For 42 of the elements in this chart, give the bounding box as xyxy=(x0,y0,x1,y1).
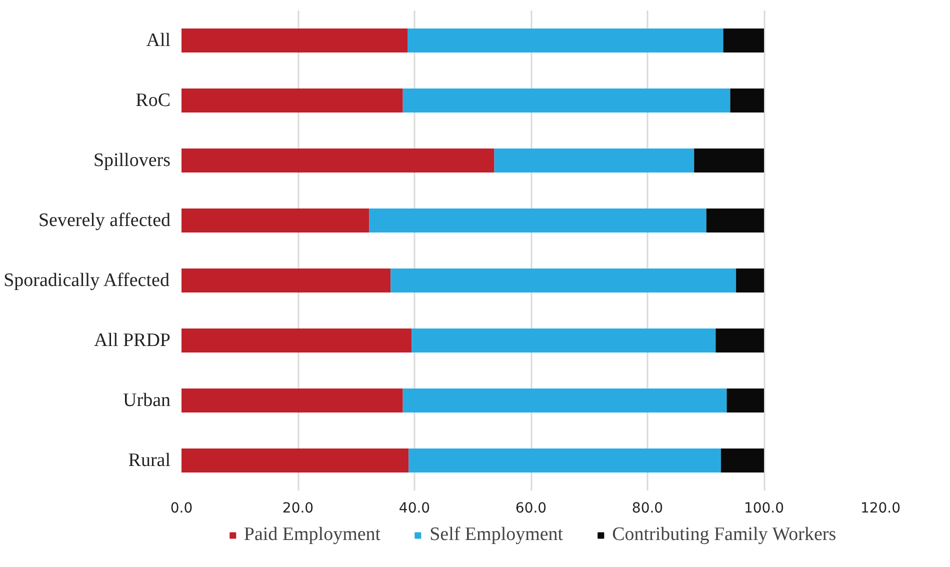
bar xyxy=(730,88,764,112)
x-tick-label: 20.0 xyxy=(282,500,314,516)
bar xyxy=(408,448,721,472)
bar xyxy=(182,268,391,292)
bar xyxy=(726,388,764,412)
bar xyxy=(182,88,403,112)
y-tick-label: Severely affected xyxy=(38,210,171,231)
y-tick-label: All xyxy=(146,30,170,51)
legend-label: Contributing Family Workers xyxy=(612,524,836,546)
bar xyxy=(720,448,764,472)
bar xyxy=(182,328,412,352)
legend-label: Self Employment xyxy=(430,524,564,546)
bar xyxy=(369,208,706,232)
bar xyxy=(182,208,370,232)
bar xyxy=(402,388,727,412)
y-tick-label: All PRDP xyxy=(94,330,171,351)
bar xyxy=(716,328,764,352)
bar xyxy=(706,208,764,232)
bar xyxy=(736,268,764,292)
x-tick-label: 0.0 xyxy=(170,500,193,516)
bar xyxy=(182,448,409,472)
bar xyxy=(494,148,694,172)
y-tick-label: Spillovers xyxy=(93,150,171,171)
y-tick-label: Urban xyxy=(123,390,171,411)
bar xyxy=(408,28,724,52)
bar xyxy=(390,268,736,292)
bar xyxy=(182,28,408,52)
bar xyxy=(723,28,764,52)
legend-label: Paid Employment xyxy=(244,524,381,546)
x-tick-label: 80.0 xyxy=(632,500,664,516)
x-tick-label: 120.0 xyxy=(860,500,901,516)
y-tick-label: Rural xyxy=(128,450,171,471)
bar xyxy=(182,148,494,172)
y-tick-label: RoC xyxy=(136,90,171,111)
y-tick-label: Sporadically Affected xyxy=(4,270,170,291)
bar xyxy=(182,388,403,412)
bar xyxy=(694,148,764,172)
x-tick-label: 40.0 xyxy=(398,500,430,516)
x-tick-label: 100.0 xyxy=(744,500,784,516)
bar xyxy=(402,88,730,112)
bar xyxy=(412,328,716,352)
x-tick-label: 60.0 xyxy=(515,500,547,516)
